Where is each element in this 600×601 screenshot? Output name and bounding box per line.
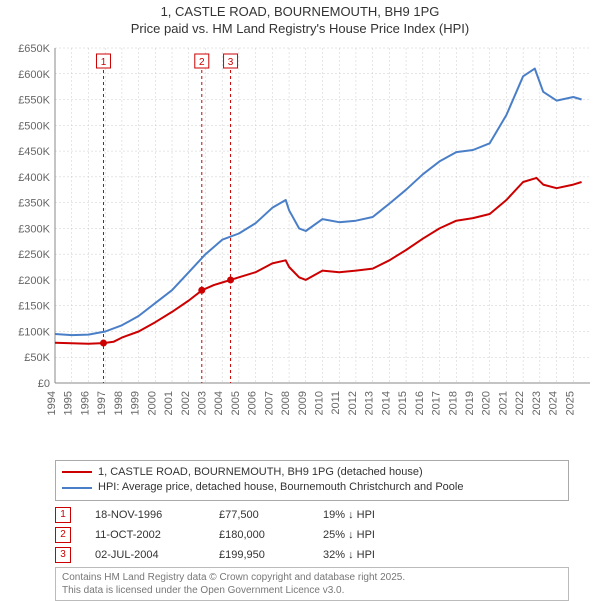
svg-text:1996: 1996 [79, 391, 91, 415]
chart-container: 1, CASTLE ROAD, BOURNEMOUTH, BH9 1PG Pri… [0, 0, 600, 590]
svg-text:3: 3 [228, 57, 234, 68]
legend: 1, CASTLE ROAD, BOURNEMOUTH, BH9 1PG (de… [55, 460, 569, 501]
svg-text:£450K: £450K [18, 146, 50, 158]
footer-line-2: This data is licensed under the Open Gov… [62, 584, 562, 597]
legend-label: HPI: Average price, detached house, Bour… [98, 480, 463, 495]
marker-row: 1 18-NOV-1996 £77,500 19% ↓ HPI [55, 507, 600, 523]
svg-text:£150K: £150K [18, 300, 50, 312]
marker-price: £199,950 [219, 549, 299, 561]
marker-row: 2 11-OCT-2002 £180,000 25% ↓ HPI [55, 527, 600, 543]
footer-attribution: Contains HM Land Registry data © Crown c… [55, 567, 569, 601]
svg-text:2005: 2005 [230, 391, 242, 415]
svg-text:2009: 2009 [297, 391, 309, 415]
svg-text:2013: 2013 [364, 391, 376, 415]
svg-text:2018: 2018 [447, 391, 459, 415]
footer-line-1: Contains HM Land Registry data © Crown c… [62, 571, 562, 584]
svg-text:1: 1 [101, 57, 107, 68]
marker-diff: 32% ↓ HPI [323, 549, 423, 561]
title-line-1: 1, CASTLE ROAD, BOURNEMOUTH, BH9 1PG [0, 4, 600, 21]
title-line-2: Price paid vs. HM Land Registry's House … [0, 21, 600, 38]
marker-diff: 25% ↓ HPI [323, 529, 423, 541]
legend-item-hpi: HPI: Average price, detached house, Bour… [62, 480, 562, 495]
title-block: 1, CASTLE ROAD, BOURNEMOUTH, BH9 1PG Pri… [0, 0, 600, 38]
svg-text:2008: 2008 [280, 391, 292, 415]
svg-text:2001: 2001 [163, 391, 175, 415]
svg-text:2: 2 [199, 57, 205, 68]
svg-text:£400K: £400K [18, 172, 50, 184]
svg-text:2003: 2003 [196, 391, 208, 415]
svg-text:2000: 2000 [146, 391, 158, 415]
svg-text:2012: 2012 [347, 391, 359, 415]
svg-text:2025: 2025 [564, 391, 576, 415]
svg-text:2004: 2004 [213, 391, 225, 415]
svg-text:2006: 2006 [247, 391, 259, 415]
svg-text:2017: 2017 [431, 391, 443, 415]
svg-text:2002: 2002 [180, 391, 192, 415]
svg-text:£650K: £650K [18, 43, 50, 55]
svg-text:£250K: £250K [18, 249, 50, 261]
marker-row: 3 02-JUL-2004 £199,950 32% ↓ HPI [55, 547, 600, 563]
svg-text:£600K: £600K [18, 69, 50, 81]
marker-number-box: 2 [55, 527, 71, 543]
svg-text:£0: £0 [38, 378, 50, 390]
marker-price: £180,000 [219, 529, 299, 541]
svg-text:2015: 2015 [397, 391, 409, 415]
marker-date: 18-NOV-1996 [95, 509, 195, 521]
marker-table: 1 18-NOV-1996 £77,500 19% ↓ HPI 2 11-OCT-2002… [55, 507, 600, 563]
marker-date: 11-OCT-2002 [95, 529, 195, 541]
svg-text:1997: 1997 [96, 391, 108, 415]
svg-text:1995: 1995 [63, 391, 75, 415]
svg-text:2019: 2019 [464, 391, 476, 415]
svg-text:2011: 2011 [330, 391, 342, 415]
marker-number-box: 3 [55, 547, 71, 563]
svg-text:£500K: £500K [18, 120, 50, 132]
svg-text:2020: 2020 [481, 391, 493, 415]
svg-text:£550K: £550K [18, 94, 50, 106]
svg-text:2022: 2022 [514, 391, 526, 415]
svg-text:£200K: £200K [18, 275, 50, 287]
svg-text:2023: 2023 [531, 391, 543, 415]
svg-text:2021: 2021 [497, 391, 509, 415]
svg-text:2007: 2007 [263, 391, 275, 415]
svg-text:£350K: £350K [18, 197, 50, 209]
svg-text:2014: 2014 [380, 391, 392, 415]
legend-swatch [62, 471, 92, 473]
svg-text:2010: 2010 [314, 391, 326, 415]
svg-text:£100K: £100K [18, 326, 50, 338]
legend-label: 1, CASTLE ROAD, BOURNEMOUTH, BH9 1PG (de… [98, 465, 423, 480]
chart-plot: £0 £50K £100K £150K £200K £250K £300K £350K £400… [0, 38, 600, 458]
svg-text:1994: 1994 [46, 391, 58, 415]
svg-text:£300K: £300K [18, 223, 50, 235]
marker-price: £77,500 [219, 509, 299, 521]
legend-item-price-paid: 1, CASTLE ROAD, BOURNEMOUTH, BH9 1PG (de… [62, 465, 562, 480]
legend-swatch [62, 487, 92, 489]
svg-text:2024: 2024 [548, 391, 560, 415]
marker-diff: 19% ↓ HPI [323, 509, 423, 521]
marker-date: 02-JUL-2004 [95, 549, 195, 561]
marker-number-box: 1 [55, 507, 71, 523]
svg-text:1999: 1999 [130, 391, 142, 415]
svg-text:2016: 2016 [414, 391, 426, 415]
svg-text:£50K: £50K [24, 352, 50, 364]
svg-text:1998: 1998 [113, 391, 125, 415]
